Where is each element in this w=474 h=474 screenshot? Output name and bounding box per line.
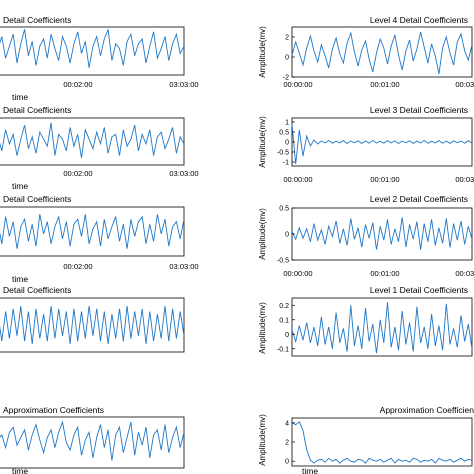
y-tick-label: 0 — [285, 332, 289, 339]
signal-line — [291, 421, 473, 464]
x-tick-label: 00:01:00 — [370, 269, 399, 278]
y-tick-label: 0.5 — [279, 130, 289, 137]
signal-line — [291, 31, 473, 75]
y-tick-label: 2 — [285, 440, 289, 447]
panel-left-3: Detail Coefficients 00:02:00 03:03:00 ti… — [0, 194, 199, 284]
x-tick-label: 00:02:00 — [63, 169, 92, 178]
plot-frame — [291, 417, 473, 467]
plot-frame — [291, 297, 473, 357]
panel-right-5: Approximation Coefficien Amplitude(mv) 4… — [258, 405, 474, 474]
x-axis-label: time — [12, 466, 28, 474]
y-axis-label: Amplitude(mv) — [258, 208, 267, 260]
plot-frame — [0, 117, 185, 166]
signal-line — [0, 29, 185, 68]
panel-left-1: Detail Coefficients 00:02:00 03:03:00 ti… — [0, 15, 199, 102]
panel-title: Level 1 Detail Coefficients — [370, 285, 468, 295]
panel-title: Approximation Coefficien — [380, 405, 474, 415]
y-tick-label: 2 — [285, 35, 289, 42]
x-axis-label: time — [12, 92, 28, 102]
x-tick-label: 00:00:00 — [283, 175, 312, 184]
x-axis-label: time — [12, 274, 28, 284]
plot-frame — [291, 26, 473, 78]
y-axis-label: Amplitude(mv) — [258, 302, 267, 354]
panel-right-3: Level 2 Detail Coefficients Amplitude(mv… — [258, 194, 474, 278]
signal-line — [291, 217, 473, 250]
y-tick-label: 0 — [285, 459, 289, 466]
panel-title: Level 3 Detail Coefficients — [370, 105, 468, 115]
panel-title: Detail Coefficients — [3, 15, 71, 25]
panel-title: Level 2 Detail Coefficients — [370, 194, 468, 204]
signal-line — [0, 420, 185, 461]
x-tick-label: 03:03:00 — [169, 169, 198, 178]
y-tick-label: 0.2 — [279, 303, 289, 310]
signal-line — [291, 302, 473, 354]
y-tick-label: 4 — [285, 420, 289, 427]
signal-line — [0, 214, 185, 249]
x-tick-label: 03:03:00 — [169, 80, 198, 89]
panel-title: Detail Coefficients — [3, 285, 71, 295]
y-tick-label: -0.1 — [277, 346, 289, 353]
panel-right-4: Level 1 Detail Coefficients Amplitude(mv… — [258, 285, 473, 357]
x-tick-label: 00:01:00 — [370, 80, 399, 89]
x-tick-label: 00:03:00 — [455, 175, 474, 184]
panel-right-2: Level 3 Detail Coefficients Amplitude(mv… — [258, 105, 474, 184]
y-tick-label: -2 — [283, 75, 289, 82]
y-axis-label: Amplitude(mv) — [258, 26, 267, 78]
panel-title: Approximation Coefficients — [3, 405, 104, 415]
y-axis-label: Amplitude(mv) — [258, 414, 267, 466]
signal-line — [0, 122, 185, 158]
signal-line — [0, 306, 185, 344]
plot-frame — [0, 416, 185, 469]
y-tick-label: -0.5 — [277, 258, 289, 265]
y-tick-label: 0.1 — [279, 317, 289, 324]
x-tick-label: 00:01:00 — [370, 175, 399, 184]
panel-left-5: Approximation Coefficients time — [0, 405, 185, 474]
x-tick-label: 00:03:00 — [455, 269, 474, 278]
panel-left-2: Detail Coefficients 00:02:00 03:03:00 ti… — [0, 105, 199, 191]
y-axis-label: Amplitude(mv) — [258, 116, 267, 168]
panel-title: Detail Coefficients — [3, 194, 71, 204]
x-tick-label: 00:02:00 — [63, 80, 92, 89]
plot-frame — [0, 206, 185, 257]
y-tick-label: 0.5 — [279, 206, 289, 213]
y-tick-label: 0 — [285, 55, 289, 62]
panel-left-4: Detail Coefficients — [0, 285, 185, 353]
x-tick-label: 00:00:00 — [283, 269, 312, 278]
signal-line — [291, 123, 473, 165]
panel-right-1: Level 4 Detail Coefficients Amplitude(mv… — [258, 15, 474, 89]
panel-title: Level 4 Detail Coefficients — [370, 15, 468, 25]
x-tick-label: 00:02:00 — [63, 262, 92, 271]
y-tick-label: -1 — [283, 160, 289, 167]
x-tick-label: 00:03:00 — [455, 80, 474, 89]
x-tick-label: 03:03:00 — [169, 262, 198, 271]
y-tick-label: 0 — [285, 140, 289, 147]
plot-frame — [0, 297, 185, 353]
y-tick-label: 0 — [285, 232, 289, 239]
y-tick-label: -0.5 — [277, 150, 289, 157]
panel-title: Detail Coefficients — [3, 105, 71, 115]
plot-frame — [0, 26, 185, 76]
x-axis-label: time — [302, 466, 318, 474]
x-axis-label: time — [12, 181, 28, 191]
y-tick-label: 1 — [285, 120, 289, 127]
x-tick-label: 00:00:00 — [283, 80, 312, 89]
